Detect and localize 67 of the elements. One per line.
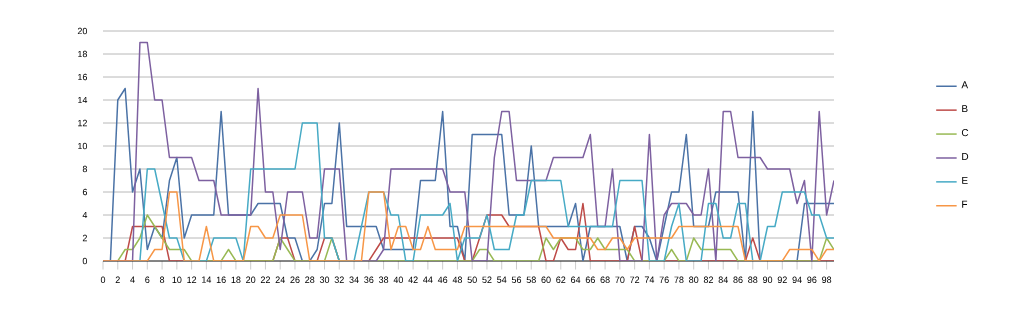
y-tick-label: 2 [82, 234, 87, 242]
x-tick-label: 12 [187, 276, 197, 283]
x-tick-label: 14 [202, 276, 212, 283]
x-tick-label: 88 [748, 276, 758, 283]
x-tick-label: 26 [290, 276, 300, 283]
legend-label: F [962, 200, 968, 208]
x-tick-label: 46 [437, 276, 448, 283]
y-tick-label: 14 [78, 96, 88, 104]
legend-label: E [962, 176, 968, 184]
x-tick-label: 48 [452, 276, 463, 283]
x-tick-label: 52 [482, 276, 492, 283]
x-tick-label: 56 [511, 276, 522, 283]
x-tick-label: 54 [497, 276, 507, 283]
x-tick-label: 44 [423, 276, 433, 283]
y-tick-label: 16 [78, 73, 88, 81]
x-tick-label: 34 [349, 276, 359, 283]
x-tick-label: 28 [305, 276, 315, 283]
legend-label: A [961, 81, 969, 89]
x-tick-label: 20 [246, 276, 256, 283]
x-tick-label: 40 [393, 276, 403, 283]
x-tick-label: 58 [526, 276, 536, 283]
x-tick-label: 32 [334, 276, 344, 283]
x-tick-label: 78 [674, 276, 684, 283]
x-tick-label: 82 [703, 276, 714, 283]
legend-label: C [961, 129, 969, 137]
x-tick-label: 84 [718, 276, 728, 283]
y-tick-label: 18 [78, 50, 88, 58]
x-tick-label: 62 [556, 276, 566, 283]
y-tick-label: 0 [82, 257, 88, 265]
x-tick-label: 38 [378, 276, 389, 283]
x-tick-label: 72 [630, 276, 640, 283]
x-tick-label: 90 [762, 276, 773, 283]
legend-label: D [962, 153, 969, 160]
x-tick-label: 2 [115, 276, 120, 283]
x-tick-label: 76 [659, 276, 669, 283]
x-tick-label: 60 [541, 276, 551, 283]
y-tick-label: 12 [78, 119, 87, 127]
x-tick-label: 8 [159, 276, 165, 283]
y-tick-label: 4 [82, 211, 88, 219]
x-tick-label: 80 [689, 276, 699, 283]
x-tick-label: 98 [822, 276, 832, 283]
x-tick-label: 42 [408, 276, 418, 283]
x-tick-label: 70 [615, 276, 625, 283]
x-tick-label: 6 [145, 276, 150, 283]
y-tick-label: 8 [82, 165, 88, 173]
x-tick-label: 68 [600, 276, 610, 283]
x-tick-label: 24 [275, 276, 285, 283]
x-tick-label: 74 [644, 276, 655, 283]
x-tick-label: 4 [130, 276, 135, 283]
x-tick-label: 66 [585, 276, 595, 283]
y-tick-label: 20 [77, 27, 88, 35]
x-tick-label: 50 [467, 276, 477, 283]
x-tick-label: 64 [571, 276, 581, 283]
y-tick-label: 6 [82, 188, 88, 196]
y-tick-label: 10 [78, 142, 88, 150]
x-tick-label: 86 [733, 276, 743, 283]
x-tick-label: 30 [319, 276, 330, 283]
x-tick-label: 18 [231, 276, 241, 283]
x-tick-label: 22 [260, 276, 270, 283]
x-tick-label: 16 [216, 276, 226, 283]
x-tick-label: 94 [792, 276, 802, 283]
x-tick-label: 10 [172, 276, 182, 283]
x-tick-label: 36 [364, 276, 374, 283]
x-tick-label: 96 [807, 276, 817, 283]
legend-label: B [962, 105, 968, 113]
x-tick-label: 92 [777, 276, 787, 283]
x-tick-label: 0 [100, 276, 106, 283]
